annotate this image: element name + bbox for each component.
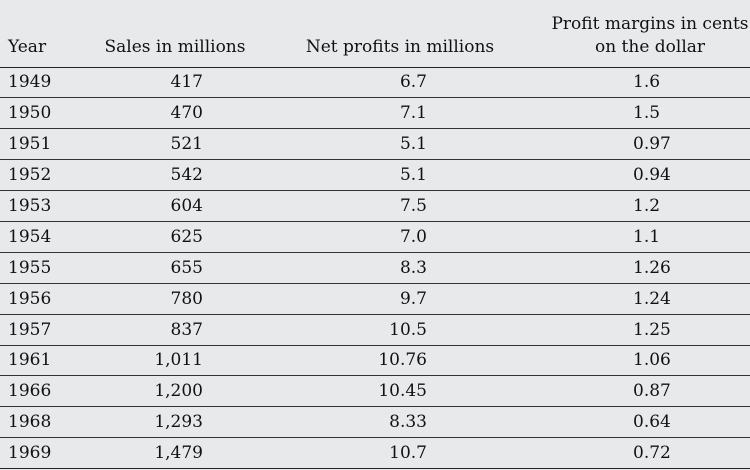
- cell-net-profits: 5.1: [399, 134, 427, 155]
- cell-profit-margin: 1.26: [633, 257, 671, 278]
- cell-year: 1966: [8, 381, 52, 402]
- header-net-profits: Net profits in millions: [305, 36, 495, 57]
- cell-profit-margin: 1.6: [633, 72, 661, 93]
- cell-net-profits: 10.45: [378, 381, 427, 402]
- table-row: 1952 542 5.1 0.94: [0, 160, 750, 191]
- cell-sales: 655: [170, 257, 203, 278]
- cell-profit-margin: 0.64: [633, 412, 671, 433]
- cell-net-profits: 9.7: [399, 288, 427, 309]
- table-row: 1966 1,200 10.45 0.87: [0, 376, 750, 407]
- cell-sales: 604: [170, 196, 203, 216]
- cell-net-profits: 6.7: [399, 72, 427, 93]
- cell-profit-margin: 1.1: [633, 226, 661, 247]
- header-row: Year Sales in millions Net profits in mi…: [0, 0, 750, 67]
- cell-net-profits: 7.5: [399, 196, 427, 216]
- table-row: 1968 1,293 8.33 0.64: [0, 407, 750, 438]
- cell-profit-margin: 1.24: [633, 288, 671, 309]
- cell-sales: 837: [170, 319, 203, 340]
- cell-sales: 542: [170, 165, 203, 186]
- table-body: 1949 417 6.7 1.6 1950 470 7.1 1.5 1951 521 5.1 0.97…: [0, 67, 750, 469]
- cell-net-profits: 7.0: [399, 226, 427, 247]
- table-row: 1961 1,011 10.76 1.06: [0, 345, 750, 376]
- cell-year: 1949: [8, 72, 52, 93]
- table-row: 1969 1,479 10.7 0.72: [0, 438, 750, 469]
- cell-profit-margin: 0.87: [633, 381, 671, 402]
- cell-year: 1957: [8, 319, 52, 340]
- cell-net-profits: 10.5: [389, 319, 427, 340]
- table-row: 1950 470 7.1 1.5: [0, 98, 750, 129]
- cell-profit-margin: 1.06: [633, 350, 671, 371]
- cell-profit-margin: 1.2: [633, 196, 661, 216]
- header-margin-line2: on the dollar: [594, 36, 706, 57]
- cell-year: 1951: [8, 134, 52, 155]
- cell-sales: 1,293: [154, 412, 203, 433]
- cell-sales: 521: [170, 134, 203, 155]
- header-profit-margin: Profit margins in cents on the dollar: [550, 0, 750, 67]
- table-row: 1956 780 9.7 1.24: [0, 283, 750, 315]
- cell-year: 1955: [8, 257, 52, 278]
- cell-net-profits: 10.76: [378, 350, 427, 371]
- cell-year: 1956: [8, 288, 52, 309]
- header-margin-line1: Profit margins in cents: [551, 13, 749, 34]
- cell-profit-margin: 0.94: [633, 165, 671, 186]
- cell-sales: 1,479: [154, 443, 203, 464]
- cell-net-profits: 8.33: [389, 412, 427, 433]
- table-row: 1949 417 6.7 1.6: [0, 67, 750, 98]
- cell-sales: 470: [170, 103, 203, 124]
- cell-profit-margin: 0.97: [633, 134, 671, 155]
- cell-year: 1961: [8, 350, 52, 371]
- cell-net-profits: 10.7: [389, 443, 427, 464]
- cell-profit-margin: 1.25: [633, 319, 671, 340]
- cell-year: 1968: [8, 412, 52, 433]
- table-header: Year Sales in millions Net profits in mi…: [0, 0, 750, 67]
- table-row: 1954 625 7.0 1.1: [0, 221, 750, 253]
- cell-net-profits: 8.3: [399, 257, 427, 278]
- table-row: 1953 604 7.5 1.2: [0, 191, 750, 222]
- table-row: 1957 837 10.5 1.25: [0, 314, 750, 346]
- cell-net-profits: 7.1: [399, 103, 427, 124]
- cell-net-profits: 5.1: [399, 165, 427, 186]
- cell-year: 1954: [8, 226, 52, 247]
- cell-profit-margin: 0.72: [633, 443, 671, 464]
- table-row: 1955 655 8.3 1.26: [0, 252, 750, 284]
- cell-sales: 1,011: [154, 350, 203, 371]
- cell-sales: 1,200: [154, 381, 203, 402]
- cell-year: 1953: [8, 196, 52, 216]
- cell-year: 1950: [8, 103, 52, 124]
- cell-year: 1969: [8, 443, 52, 464]
- cell-profit-margin: 1.5: [633, 103, 661, 124]
- cell-sales: 780: [170, 288, 203, 309]
- table-row: 1951 521 5.1 0.97: [0, 129, 750, 160]
- cell-sales: 417: [170, 72, 203, 93]
- cell-sales: 625: [170, 226, 203, 247]
- cell-year: 1952: [8, 165, 52, 186]
- header-sales: Sales in millions: [104, 36, 246, 57]
- header-year: Year: [8, 36, 47, 57]
